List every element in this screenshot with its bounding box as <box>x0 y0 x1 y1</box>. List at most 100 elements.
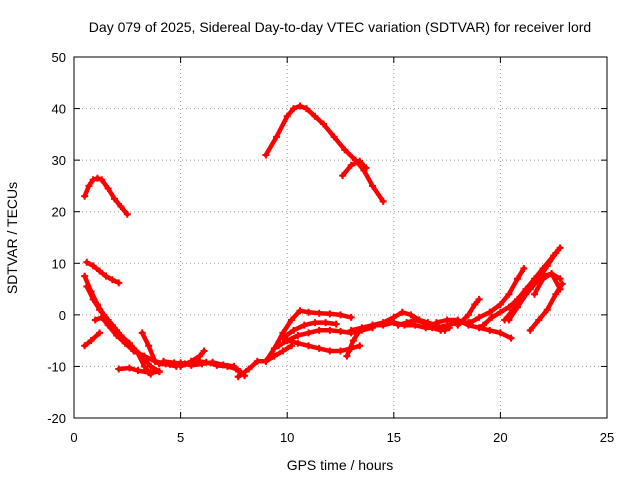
data-point <box>326 326 334 334</box>
data-point <box>145 369 153 377</box>
data-point <box>115 365 123 373</box>
data-point <box>294 339 302 347</box>
series-trace <box>532 271 563 297</box>
data-point <box>273 133 281 141</box>
data-point <box>245 365 253 373</box>
data-point <box>290 105 298 113</box>
data-point <box>349 337 357 345</box>
data-point <box>358 324 366 332</box>
series-arc-15 <box>262 307 355 365</box>
data-point <box>283 112 291 120</box>
data-point <box>556 275 564 283</box>
data-point <box>187 357 195 365</box>
data-point <box>398 308 406 316</box>
data-point <box>138 329 146 337</box>
series-trace <box>263 308 354 364</box>
data-point <box>91 316 99 324</box>
data-point <box>496 308 504 316</box>
data-point <box>475 295 483 303</box>
series-arc-07 <box>115 364 163 377</box>
series-trace <box>84 284 162 374</box>
data-point <box>445 324 453 332</box>
series-trace <box>455 297 482 328</box>
series-arc-22 <box>394 316 453 334</box>
data-point <box>81 192 89 200</box>
data-point <box>531 280 539 288</box>
data-point <box>155 368 163 376</box>
series-arc-03 <box>81 272 155 378</box>
data-point <box>356 342 364 350</box>
x-axis-ticks: 0 5 10 15 20 25 <box>70 57 614 445</box>
series-arc-13 <box>262 102 387 205</box>
data-point <box>81 342 89 350</box>
data-point <box>177 362 185 370</box>
data-point <box>539 275 547 283</box>
data-point <box>196 352 204 360</box>
data-point <box>113 331 121 339</box>
data-point <box>253 357 261 365</box>
series-arc-30 <box>531 270 564 298</box>
data-point <box>315 326 323 334</box>
series-arc-08 <box>138 329 159 365</box>
data-point <box>437 326 445 334</box>
data-point <box>134 367 142 375</box>
data-point <box>326 347 334 355</box>
data-point <box>390 313 398 321</box>
series-arc-23 <box>432 316 515 342</box>
y-axis-ticks: -20 -10 0 10 20 30 40 50 <box>47 50 607 426</box>
data-point <box>89 262 97 270</box>
data-point <box>475 324 483 332</box>
data-point <box>202 358 210 366</box>
data-point <box>130 347 138 355</box>
data-point <box>290 326 298 334</box>
data-point <box>513 275 521 283</box>
data-point <box>160 357 168 365</box>
data-point <box>125 364 133 372</box>
data-point <box>315 344 323 352</box>
data-point <box>319 120 327 128</box>
series-trace <box>481 245 563 328</box>
data-point <box>200 347 208 355</box>
data-point <box>296 102 304 110</box>
series-arc-18 <box>279 319 340 342</box>
data-point <box>145 342 153 350</box>
data-point <box>311 112 319 120</box>
data-point <box>486 326 494 334</box>
y-axis-label: SDTVAR / TECUs <box>4 182 20 294</box>
data-points <box>81 102 566 381</box>
x-tick-label: 10 <box>280 430 294 445</box>
data-point <box>115 279 123 287</box>
data-point <box>305 342 313 350</box>
data-point <box>347 313 355 321</box>
data-point <box>543 306 551 314</box>
data-point <box>407 311 415 319</box>
data-point <box>467 319 475 327</box>
data-point <box>507 334 515 342</box>
data-point <box>356 157 364 165</box>
x-tick-label: 0 <box>70 430 77 445</box>
data-point <box>104 321 112 329</box>
data-point <box>556 244 564 252</box>
data-point <box>89 176 97 184</box>
data-point <box>311 319 319 327</box>
data-point <box>558 280 566 288</box>
data-point <box>337 311 344 319</box>
data-point <box>287 316 295 324</box>
data-point <box>151 357 159 365</box>
y-tick-label: -20 <box>47 411 66 426</box>
data-point <box>89 295 97 303</box>
data-point <box>496 329 504 337</box>
data-point <box>296 307 304 315</box>
x-tick-label: 5 <box>177 430 184 445</box>
data-point <box>121 339 129 347</box>
data-point <box>234 373 242 381</box>
series-trace <box>178 348 207 369</box>
data-point <box>471 301 479 309</box>
y-tick-label: 0 <box>59 308 66 323</box>
data-point <box>322 319 330 327</box>
series-arc-14 <box>339 157 370 180</box>
data-point <box>330 133 338 141</box>
y-tick-label: 50 <box>52 50 66 65</box>
data-point <box>300 321 308 329</box>
